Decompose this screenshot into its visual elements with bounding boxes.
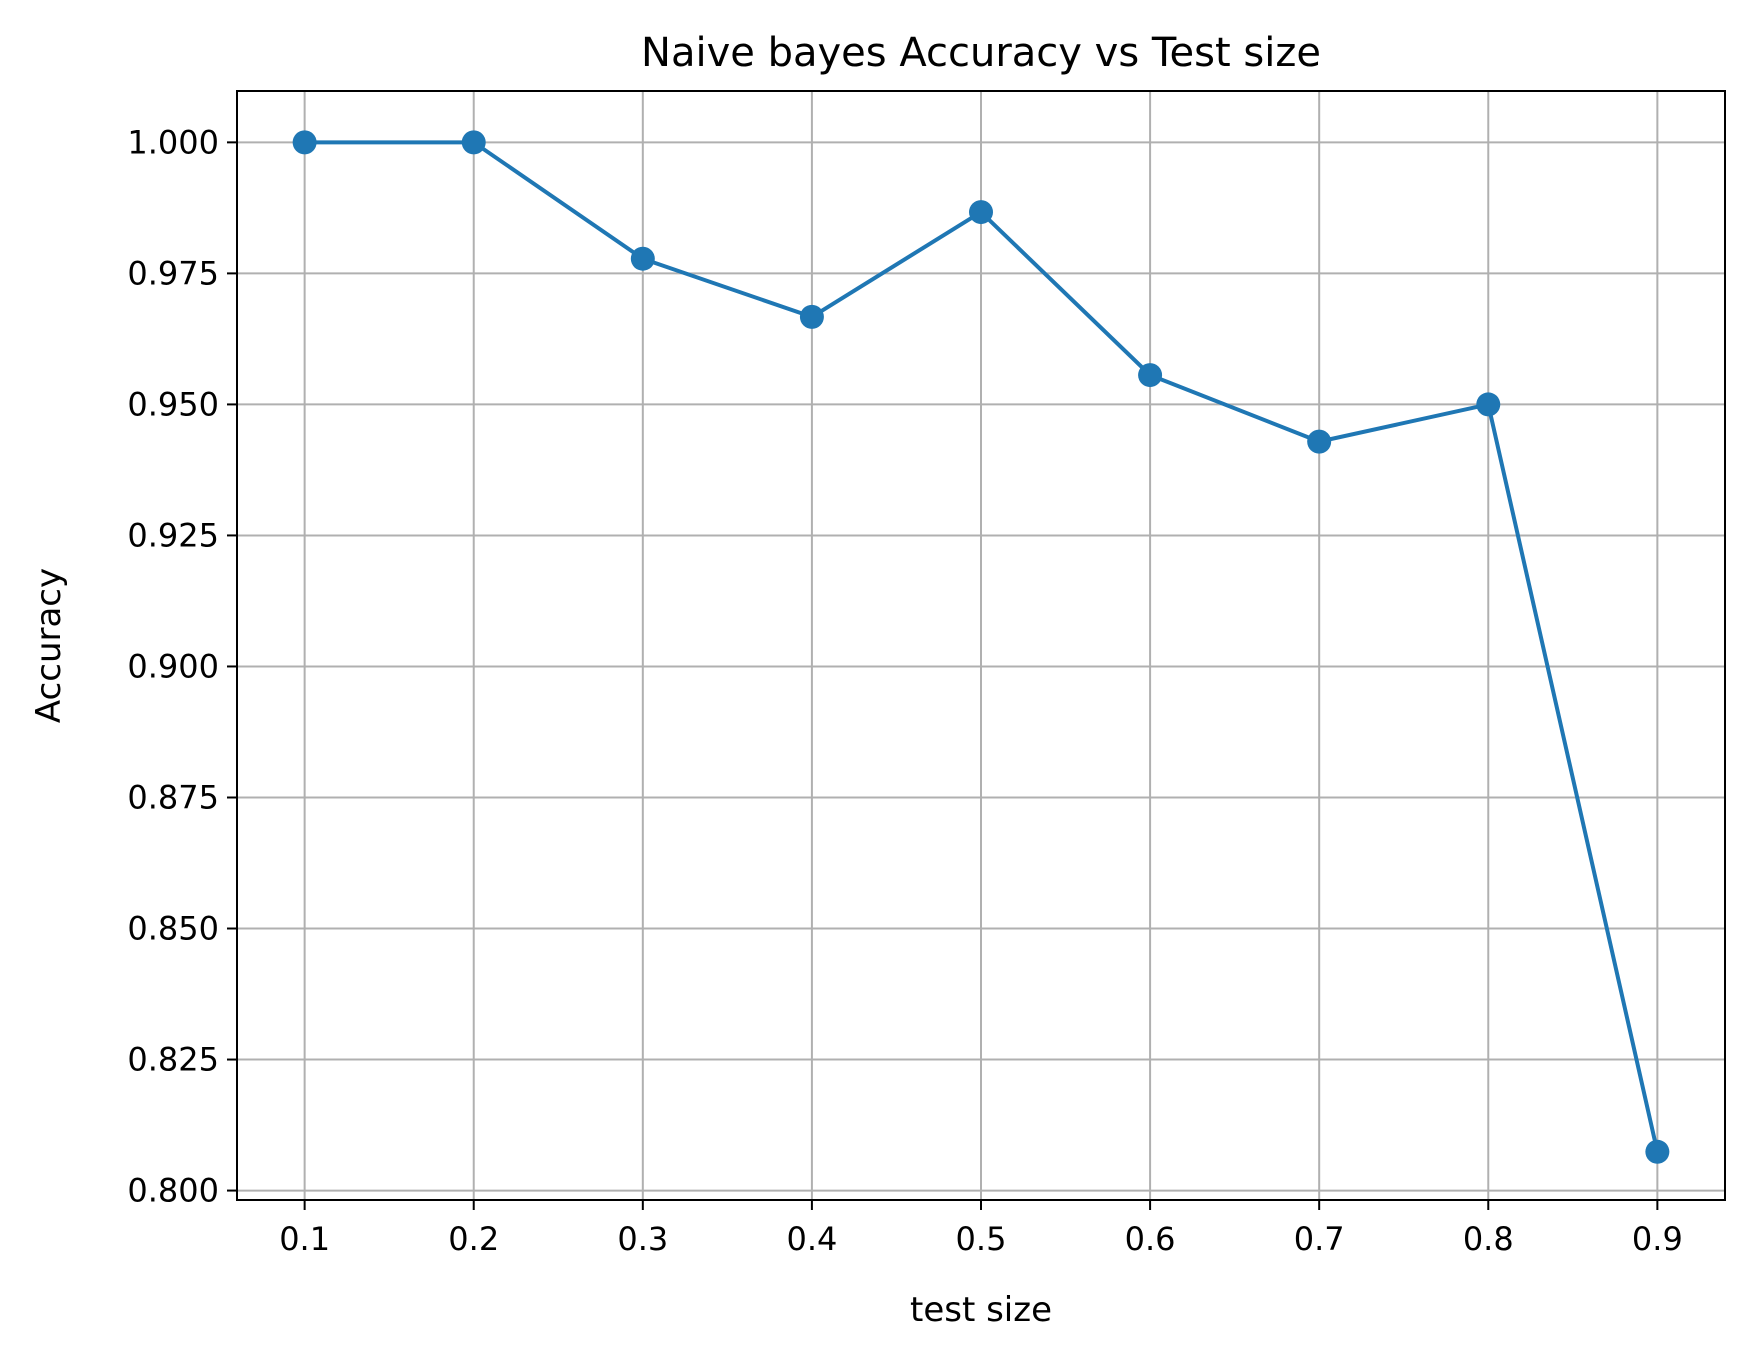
data-point [292,130,317,155]
data-point [1476,392,1501,417]
plot-frame [236,90,1726,1201]
y-tick-label: 0.850 [127,910,219,948]
x-tick-label: 0.1 [279,1220,330,1258]
y-tick-label: 0.825 [127,1041,219,1079]
chart-title: Naive bayes Accuracy vs Test size [641,30,1321,76]
data-point [1138,363,1163,388]
axis-ticks: 0.1 0.2 0.3 0.4 0.5 0.6 0.7 0.8 0.9 0.800 0.825 0.8… [127,123,1682,1258]
x-tick-label: 0.3 [617,1220,668,1258]
y-tick-label: 0.950 [127,385,219,423]
y-tick-label: 0.975 [127,254,219,292]
y-axis-label: Accuracy [29,568,69,723]
x-tick-label: 0.2 [448,1220,499,1258]
y-tick-label: 1.000 [127,123,219,161]
grid-lines [237,91,1725,1200]
series-layer [292,130,1670,1164]
y-tick-label: 0.925 [127,516,219,554]
data-point [969,200,993,225]
y-tick-label: 0.900 [127,647,219,685]
x-tick-label: 0.7 [1294,1220,1345,1258]
y-tick-label: 0.875 [127,778,219,816]
y-tick-label: 0.800 [127,1172,219,1210]
data-point [1307,429,1332,454]
data-point [630,246,655,271]
data-point [1645,1139,1670,1164]
x-axis-label: test size [910,1290,1052,1330]
x-tick-label: 0.8 [1463,1220,1514,1258]
x-tick-label: 0.5 [956,1220,1007,1258]
x-tick-label: 0.4 [786,1220,837,1258]
data-point [799,304,824,329]
x-tick-label: 0.9 [1632,1220,1683,1258]
data-point [461,130,486,155]
x-tick-label: 0.6 [1125,1220,1176,1258]
